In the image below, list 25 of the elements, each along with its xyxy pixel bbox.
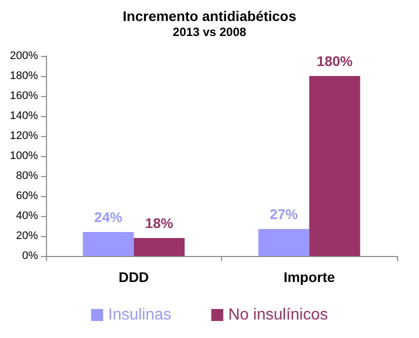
y-tick-label: 80% — [16, 170, 38, 182]
y-tick-label: 20% — [16, 230, 38, 242]
bar — [309, 76, 360, 256]
x-tick-label: DDD — [118, 269, 149, 285]
y-tick-label: 140% — [10, 110, 38, 122]
legend-label: Insulinas — [108, 306, 172, 324]
y-tick-label: 200% — [10, 50, 38, 62]
bar — [82, 232, 134, 256]
y-tick-label: 0% — [22, 250, 38, 262]
bar — [134, 238, 185, 256]
chart-title: Incremento antidiabéticos — [122, 8, 296, 24]
x-tick-label: Importe — [284, 269, 336, 285]
y-tick-label: 180% — [10, 70, 38, 82]
data-label: 18% — [145, 215, 174, 231]
y-tick-label: 100% — [10, 150, 38, 162]
data-label: 24% — [94, 209, 123, 225]
y-tick-label: 120% — [10, 130, 38, 142]
y-tick-label: 160% — [10, 90, 38, 102]
chart-subtitle: 2013 vs 2008 — [172, 25, 247, 39]
y-tick-label: 60% — [16, 190, 38, 202]
data-label: 27% — [270, 206, 298, 222]
legend-label: No insulínicos — [228, 306, 328, 324]
y-tick-label: 40% — [16, 210, 38, 222]
data-label: 180% — [316, 53, 354, 69]
bar — [258, 229, 310, 256]
